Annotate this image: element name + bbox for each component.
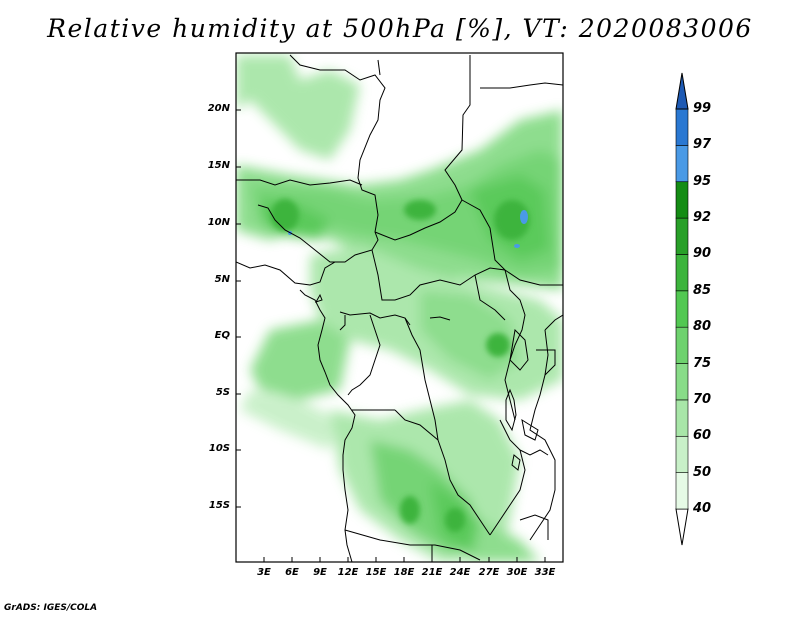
lat-label: 5N [214, 274, 230, 285]
colorbar-level-label: 70 [693, 391, 712, 407]
lon-label: 12E [337, 567, 359, 578]
colorbar-level-label: 95 [693, 173, 712, 189]
colorbar-bin [675, 181, 689, 219]
humidity-field [236, 53, 563, 562]
colorbar-bin [675, 145, 689, 183]
colorbar-level-label: 80 [693, 319, 712, 335]
lat-label: 15N [207, 160, 230, 171]
lat-label: 10N [207, 217, 230, 228]
colorbar-level-label: 85 [693, 282, 712, 298]
colorbar-bin [675, 217, 689, 255]
colorbar-bin [675, 254, 689, 292]
colorbar-bin [675, 472, 689, 510]
lon-label: 18E [393, 567, 415, 578]
colorbar-level-label: 60 [693, 428, 712, 444]
colorbar-max-triangle [675, 72, 689, 110]
colorbar-min-triangle [675, 508, 689, 546]
colorbar-level-label: 50 [693, 464, 712, 480]
latitude-ticks [236, 109, 241, 508]
lat-label: 15S [208, 500, 230, 511]
colorbar-level-label: 75 [693, 355, 712, 371]
colorbar-bin [675, 326, 689, 364]
lon-label: 21E [421, 567, 443, 578]
map-frame [235, 52, 564, 563]
lon-label: 3E [257, 567, 271, 578]
colorbar-bin [675, 435, 689, 473]
colorbar-level-label: 90 [693, 246, 712, 262]
lon-label: 33E [534, 567, 556, 578]
lon-label: 30E [506, 567, 528, 578]
lon-label: 6E [285, 567, 299, 578]
lat-label: 10S [208, 443, 230, 454]
grads-credit: GrADS: IGES/COLA [4, 603, 98, 613]
country-borders [236, 54, 563, 562]
lon-label: 15E [365, 567, 387, 578]
lon-label: 27E [478, 567, 500, 578]
lon-label: 9E [313, 567, 327, 578]
lat-label: 20N [207, 103, 230, 114]
colorbar-level-label: 97 [693, 137, 712, 153]
lon-label: 24E [449, 567, 471, 578]
colorbar-level-label: 99 [693, 101, 712, 116]
map-title: Relative humidity at 500hPa [%], VT: 202… [47, 14, 753, 43]
lake-outlines [314, 293, 539, 471]
lat-label: EQ [214, 330, 230, 341]
colorbar [675, 72, 689, 546]
longitude-ticks [263, 557, 546, 562]
colorbar-level-label: 40 [693, 501, 712, 516]
colorbar-level-label: 92 [693, 210, 712, 226]
colorbar-bin [675, 108, 689, 146]
colorbar-bin [675, 399, 689, 437]
colorbar-bin [675, 290, 689, 328]
lat-label: 5S [215, 387, 230, 398]
colorbar-bin [675, 363, 689, 401]
